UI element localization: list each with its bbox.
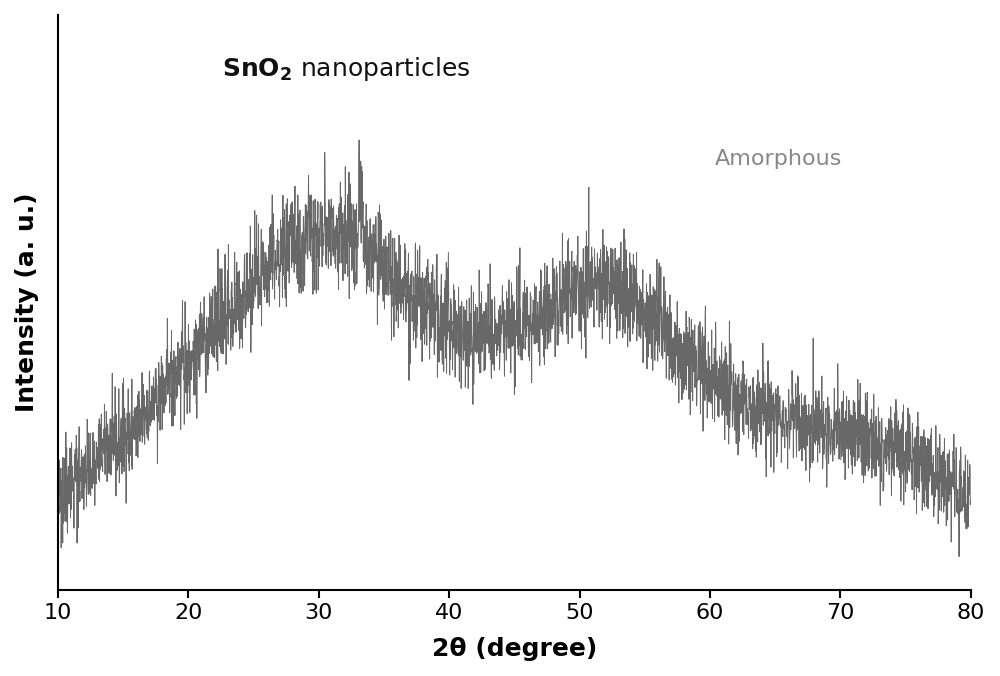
Text: $\mathbf{SnO_2}$ nanoparticles: $\mathbf{SnO_2}$ nanoparticles: [222, 55, 471, 83]
X-axis label: 2θ (degree): 2θ (degree): [432, 637, 597, 661]
Text: Amorphous: Amorphous: [715, 149, 843, 169]
Y-axis label: Intensity (a. u.): Intensity (a. u.): [15, 193, 39, 412]
